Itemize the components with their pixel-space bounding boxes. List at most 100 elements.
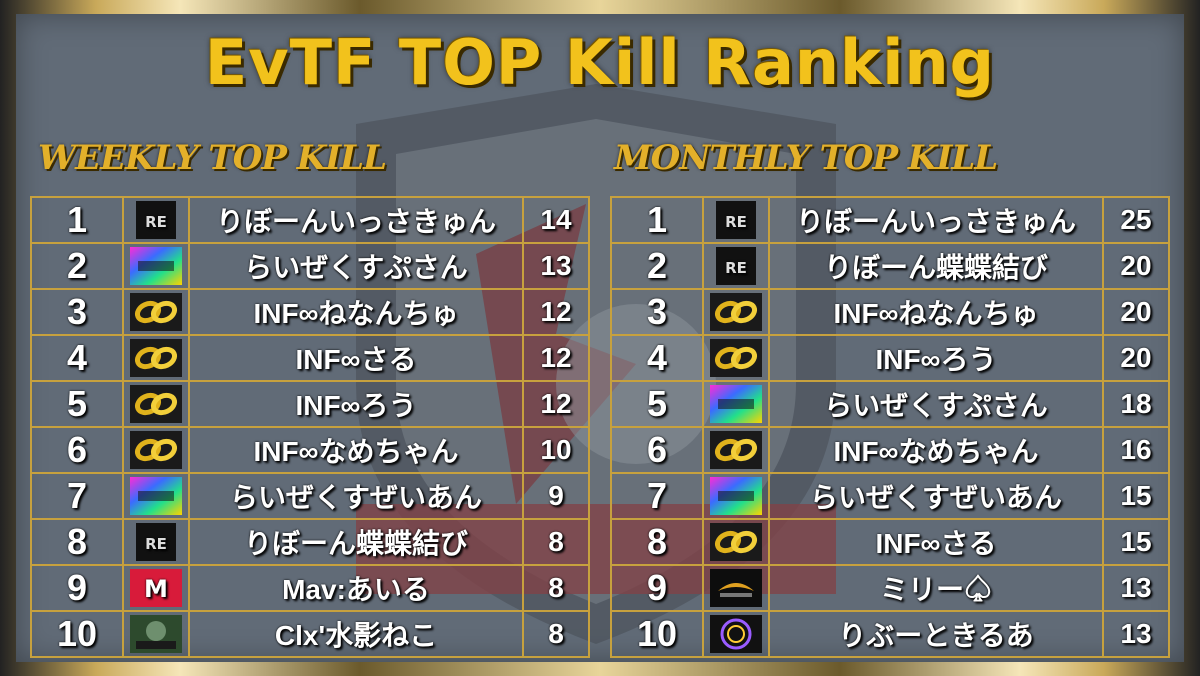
monthly-row: 6 INF∞なめちゃん 16 — [612, 428, 1168, 474]
weekly-row: 5 INF∞ろう 12 — [32, 382, 588, 428]
kill-count-cell: 12 — [540, 342, 572, 373]
logo-cell — [124, 382, 190, 426]
weekly-row: 3 INF∞ねなんちゅ 12 — [32, 290, 588, 336]
player-name-cell: INF∞ねなんちゅ — [770, 290, 1104, 334]
logo-cell — [704, 382, 770, 426]
kill-count-cell: 13 — [540, 250, 572, 281]
infinity-team-icon — [130, 293, 182, 331]
rank-cell: 8 — [612, 520, 704, 564]
infinity-team-icon — [130, 385, 182, 423]
kill-count-cell: 9 — [548, 480, 564, 511]
mav-team-icon: M — [130, 569, 182, 607]
player-name-cell: りぼーんいっさきゅん — [770, 198, 1104, 242]
kill-count-cell: 14 — [540, 204, 572, 235]
logo-cell: RE — [124, 520, 190, 564]
logo-cell — [124, 336, 190, 380]
dark-team-icon — [710, 569, 762, 607]
page-title: EvTF TOP Kill Ranking — [204, 26, 996, 99]
svg-text:RE: RE — [145, 213, 167, 231]
player-name-cell: りぼーん蝶蝶結び — [770, 244, 1104, 288]
rank-cell: 10 — [32, 612, 124, 656]
player-name-cell: りぼーんいっさきゅん — [190, 198, 524, 242]
weekly-row: 6 INF∞なめちゃん 10 — [32, 428, 588, 474]
monthly-row: 8 INF∞さる 15 — [612, 520, 1168, 566]
monthly-row: 7 らいぜくすぜいあん 15 — [612, 474, 1168, 520]
player-name-cell: Clx'水影ねこ — [190, 612, 524, 656]
kill-count-cell: 10 — [540, 434, 572, 465]
weekly-row: 10 Clx'水影ねこ 8 — [32, 612, 588, 656]
infinity-team-icon — [130, 431, 182, 469]
kill-count-cell: 12 — [540, 388, 572, 419]
logo-cell: RE — [124, 198, 190, 242]
logo-cell — [124, 428, 190, 472]
weekly-row: 4 INF∞さる 12 — [32, 336, 588, 382]
logo-cell — [704, 474, 770, 518]
rank-cell: 2 — [32, 244, 124, 288]
rank-cell: 9 — [32, 566, 124, 610]
logo-cell — [704, 612, 770, 656]
rank-cell: 9 — [612, 566, 704, 610]
player-name-cell: ミリー♤ — [770, 566, 1104, 610]
weekly-row: 8 RE りぼーん蝶蝶結び 8 — [32, 520, 588, 566]
kill-count-cell: 13 — [1120, 618, 1152, 649]
rank-cell: 7 — [32, 474, 124, 518]
reborn-team-icon: RE — [710, 201, 762, 239]
kill-count-cell: 8 — [548, 526, 564, 557]
weekly-row: 9 M Mav:あいる 8 — [32, 566, 588, 612]
logo-cell — [124, 290, 190, 334]
rainbow-team-icon — [710, 477, 762, 515]
rank-cell: 3 — [32, 290, 124, 334]
rank-cell: 7 — [612, 474, 704, 518]
rank-cell: 1 — [612, 198, 704, 242]
infinity-team-icon — [710, 431, 762, 469]
rank-cell: 6 — [612, 428, 704, 472]
player-name-cell: INF∞なめちゃん — [190, 428, 524, 472]
player-name-cell: INF∞ねなんちゅ — [190, 290, 524, 334]
svg-text:RE: RE — [145, 535, 167, 553]
circle-team-icon — [710, 615, 762, 653]
logo-cell — [704, 336, 770, 380]
kill-count-cell: 13 — [1120, 572, 1152, 603]
monthly-row: 2 RE りぼーん蝶蝶結び 20 — [612, 244, 1168, 290]
logo-cell — [124, 612, 190, 656]
monthly-row: 1 RE りぼーんいっさきゅん 25 — [612, 198, 1168, 244]
reborn-team-icon: RE — [130, 201, 182, 239]
kill-count-cell: 15 — [1120, 526, 1152, 557]
player-name-cell: INF∞ろう — [770, 336, 1104, 380]
kill-count-cell: 15 — [1120, 480, 1152, 511]
player-name-cell: INF∞さる — [190, 336, 524, 380]
logo-cell — [124, 244, 190, 288]
logo-cell — [124, 474, 190, 518]
rainbow-team-icon — [130, 247, 182, 285]
kill-count-cell: 20 — [1120, 296, 1152, 327]
monthly-row: 9 ミリー♤ 13 — [612, 566, 1168, 612]
kill-count-cell: 8 — [548, 572, 564, 603]
monthly-row: 3 INF∞ねなんちゅ 20 — [612, 290, 1168, 336]
player-name-cell: らいぜくすぜいあん — [190, 474, 524, 518]
svg-text:M: M — [144, 575, 168, 603]
rank-cell: 3 — [612, 290, 704, 334]
player-name-cell: らいぜくすぜいあん — [770, 474, 1104, 518]
weekly-heading: WEEKLY TOP KILL — [38, 138, 387, 178]
player-name-cell: りぼーん蝶蝶結び — [190, 520, 524, 564]
player-name-cell: らいぜくすぷさん — [770, 382, 1104, 426]
logo-cell — [704, 290, 770, 334]
rank-cell: 10 — [612, 612, 704, 656]
infinity-team-icon — [710, 523, 762, 561]
reborn-team-icon: RE — [710, 247, 762, 285]
kill-count-cell: 12 — [540, 296, 572, 327]
logo-cell: RE — [704, 244, 770, 288]
weekly-table: 1 RE りぼーんいっさきゅん 14 2 らいぜくすぷさん 13 3 INF∞ねなんちゅ 12 4 I… — [30, 196, 590, 658]
rank-cell: 1 — [32, 198, 124, 242]
logo-cell — [704, 428, 770, 472]
rainbow-team-icon — [710, 385, 762, 423]
kill-count-cell: 25 — [1120, 204, 1152, 235]
logo-cell: M — [124, 566, 190, 610]
monthly-row: 10 りぶーときるあ 13 — [612, 612, 1168, 656]
ranking-panel: EvTF TOP Kill Ranking WEEKLY TOP KILL MO… — [16, 14, 1184, 662]
infinity-team-icon — [130, 339, 182, 377]
player-name-cell: らいぜくすぷさん — [190, 244, 524, 288]
kill-count-cell: 16 — [1120, 434, 1152, 465]
rank-cell: 5 — [612, 382, 704, 426]
kill-count-cell: 18 — [1120, 388, 1152, 419]
